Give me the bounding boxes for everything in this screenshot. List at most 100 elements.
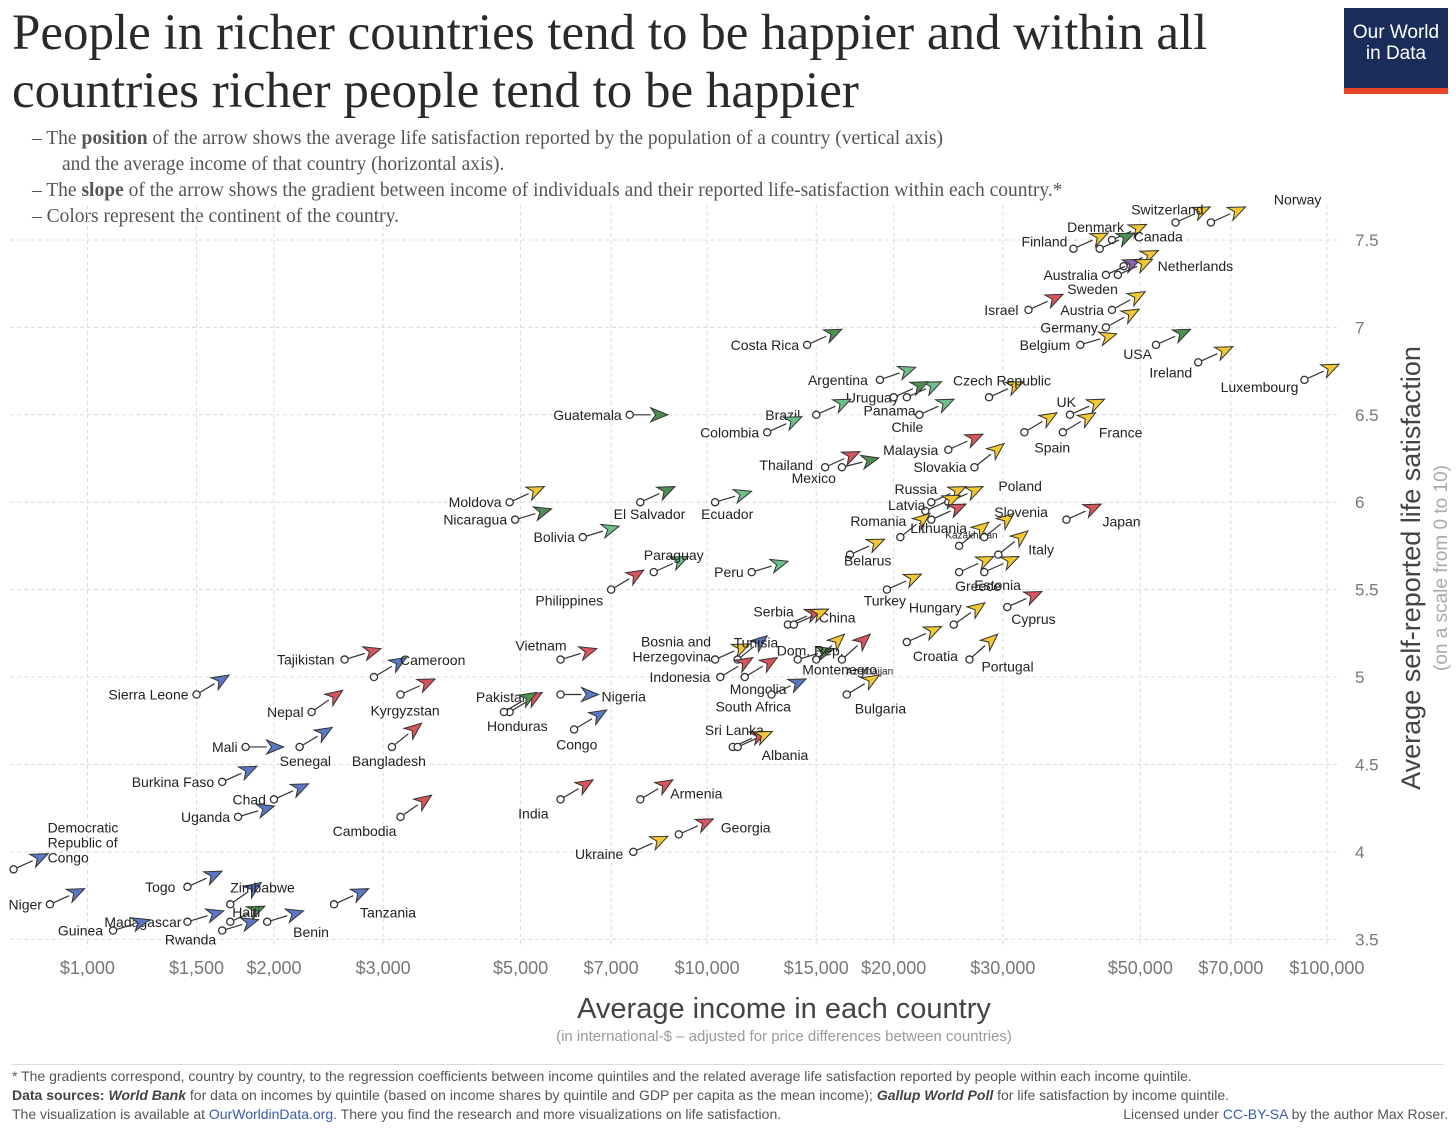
x-tick-label: $20,000 (861, 958, 926, 978)
license-link[interactable]: CC-BY-SA (1222, 1106, 1288, 1122)
arrow-head (415, 678, 437, 694)
arrow-origin-dot (716, 672, 725, 682)
arrow-origin-dot (674, 830, 684, 839)
y-tick-label: 6 (1355, 493, 1364, 512)
arrow-origin-dot (387, 742, 397, 752)
country-label: Nicaragua (443, 512, 507, 528)
arrow-head (973, 555, 995, 572)
x-tick-label: $5,000 (493, 958, 548, 978)
country-label: Dom. Rep. (777, 643, 844, 659)
country-label: Sri Lanka (705, 722, 764, 738)
arrow-origin-dot (1065, 410, 1075, 420)
country-label: Turkey (864, 593, 906, 609)
arrow-origin-dot (970, 462, 979, 472)
country-label: Italy (1028, 542, 1054, 558)
arrow-head (830, 398, 853, 415)
country-label: Republic of (48, 834, 118, 850)
arrow-head (731, 488, 753, 505)
arrow-origin-dot (329, 900, 339, 909)
country-label: Australia (1043, 267, 1098, 283)
country-label: Vietnam (515, 638, 566, 654)
arrow-origin-dot (896, 532, 905, 542)
x-axis-label: Average income in each country (577, 993, 991, 1025)
arrow-origin-dot (837, 655, 847, 664)
arrow-head (858, 454, 881, 471)
arrow-head (209, 674, 231, 692)
footer-license: Licensed under CC-BY-SA by the author Ma… (1123, 1106, 1448, 1122)
country-label: Cambodia (333, 823, 397, 839)
country-label: Kyrgyzstan (370, 703, 439, 719)
country-label: Greece (955, 578, 1001, 594)
country-label: Armenia (670, 785, 722, 801)
arrow-head (1003, 381, 1025, 397)
arrow-origin-dot (1101, 323, 1111, 332)
country-label: Tunisia (734, 635, 779, 651)
arrow-origin-dot (340, 655, 349, 664)
country-label: China (819, 610, 856, 626)
arrow-head (965, 602, 986, 621)
country-label: Cyprus (1011, 611, 1055, 627)
arrow-head (732, 656, 755, 674)
arrow-head (386, 656, 408, 674)
x-tick-label: $50,000 (1108, 958, 1173, 978)
arrow-head (808, 608, 830, 624)
country-label: Ireland (1149, 364, 1192, 380)
arrow-origin-dot (954, 567, 964, 577)
arrow-head (825, 633, 846, 653)
arrow-origin-dot (980, 567, 989, 577)
arrow-head (265, 738, 285, 756)
country-label: Montenegro (802, 662, 877, 678)
arrow-origin-dot (845, 550, 855, 559)
y-tick-label: 3.5 (1355, 930, 1379, 949)
subtitle-line-1b: and the average income of that country (… (62, 154, 505, 175)
arrow-head (647, 835, 670, 852)
arrow-origin-dot (217, 926, 227, 935)
subtitle-line-1: – The position of the arrow shows the av… (32, 128, 944, 149)
arrow-head (747, 634, 769, 654)
arrow-origin-dot (1300, 375, 1309, 385)
country-label: Guatemala (553, 407, 622, 423)
arrow-origin-dot (1151, 340, 1161, 350)
country-label: Georgia (721, 819, 771, 835)
country-label: UK (1057, 394, 1077, 410)
arrow-head (1087, 232, 1110, 249)
arrow-origin-dot (578, 532, 588, 542)
arrow-origin-dot (505, 497, 514, 507)
chart-title: People in richer countries tend to be ha… (12, 5, 1208, 119)
country-label: Moldova (449, 494, 502, 510)
country-label: Japan (1102, 514, 1140, 530)
arrow-origin-dot (767, 690, 776, 699)
country-label: Zimbabwe (230, 879, 295, 895)
arrow-head (411, 794, 433, 813)
arrow-origin-dot (740, 672, 750, 682)
arrow-head (312, 726, 334, 744)
country-label: Poland (998, 478, 1042, 494)
y-tick-label: 4 (1355, 843, 1364, 862)
arrow-origin-dot (902, 393, 912, 402)
owid-logo[interactable]: Our World in Data (1344, 8, 1448, 94)
country-label: USA (1123, 346, 1152, 362)
country-label: Sierra Leone (108, 687, 188, 703)
country-label: Benin (293, 924, 329, 940)
arrow-head (668, 555, 690, 572)
x-tick-label: $1,000 (60, 958, 115, 978)
country-label: Estonia (974, 577, 1021, 593)
footer-availability: The visualization is available at OurWor… (12, 1106, 782, 1122)
arrow-origin-dot (747, 567, 756, 577)
country-label: Togo (145, 879, 176, 895)
arrow-origin-dot (241, 742, 250, 752)
arrow-origin-dot (183, 917, 192, 927)
arrow-head (1119, 308, 1141, 326)
country-label: Denmark (1067, 219, 1125, 235)
arrow-head (283, 908, 305, 924)
arrow-head (1037, 412, 1059, 430)
owid-link[interactable]: OurWorldinData.org (208, 1106, 334, 1122)
arrow-origin-dot (307, 707, 316, 717)
arrow-head (864, 538, 886, 555)
country-label: Congo (556, 736, 597, 752)
arrow-origin-dot (183, 882, 192, 892)
country-label: Pakistan (476, 689, 530, 705)
arrow-head (969, 521, 990, 541)
footer-divider (12, 1064, 1444, 1065)
arrow-head (729, 643, 752, 659)
